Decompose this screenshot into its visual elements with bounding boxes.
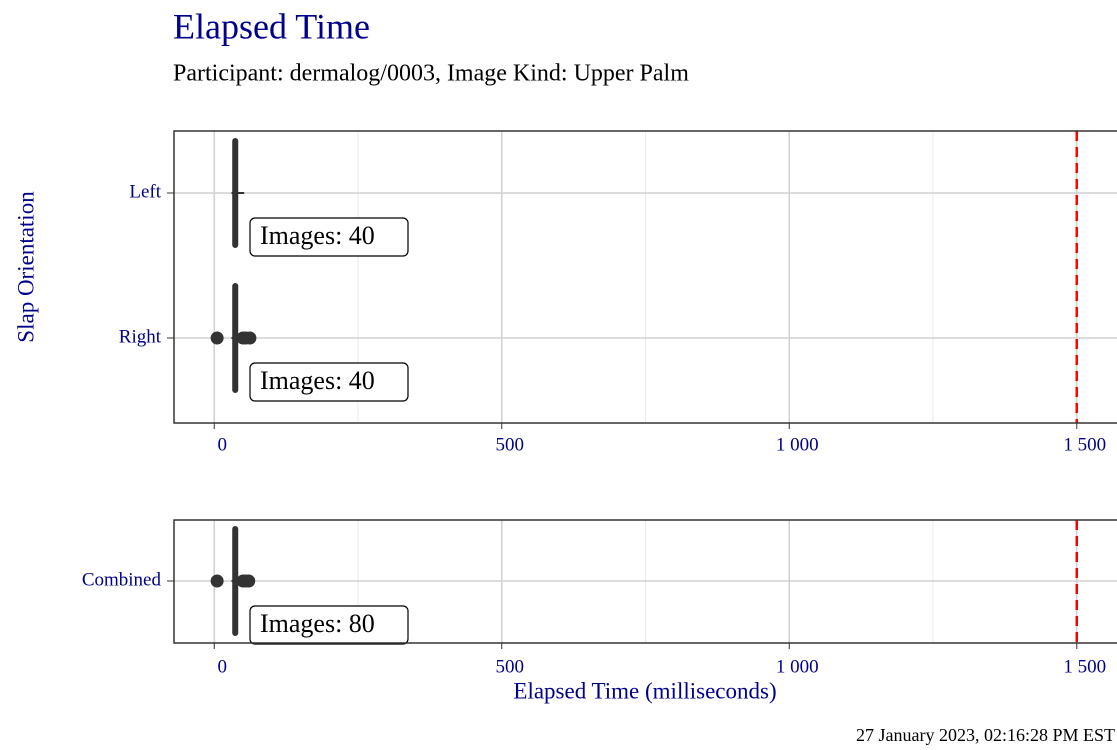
x-tick-label: 1 500 <box>1063 434 1106 455</box>
chart-title: Elapsed Time <box>173 6 370 46</box>
y-axis-title: Slap Orientation <box>13 191 38 343</box>
x-tick-label: 1 500 <box>1063 656 1106 677</box>
panel-border <box>173 519 1117 644</box>
annotation: Images: 40 <box>260 366 375 395</box>
x-tick-label: 500 <box>496 434 525 455</box>
x-tick-label: 0 <box>218 656 228 677</box>
y-tick-label: Left <box>129 181 161 202</box>
x-tick-label: 500 <box>496 656 525 677</box>
x-tick-label: 1 000 <box>776 656 819 677</box>
outlier <box>243 331 257 345</box>
caption: 27 January 2023, 02:16:28 PM EST <box>856 725 1115 745</box>
annotation-box <box>249 605 409 645</box>
annotation: Images: 40 <box>260 221 375 250</box>
outlier <box>210 331 224 345</box>
y-tick-label: Combined <box>82 569 162 590</box>
outlier <box>210 574 224 588</box>
annotation-box <box>249 217 409 257</box>
chart-subtitle: Participant: dermalog/0003, Image Kind: … <box>173 61 689 87</box>
annotation-box <box>249 362 409 402</box>
y-tick-label: Right <box>119 326 162 347</box>
panel-border <box>173 130 1117 424</box>
x-tick-label: 1 000 <box>776 434 819 455</box>
x-tick-label: 0 <box>218 434 228 455</box>
annotation: Images: 80 <box>260 609 375 638</box>
x-axis-title: Elapsed Time (milliseconds) <box>513 678 776 703</box>
outlier <box>242 574 256 588</box>
